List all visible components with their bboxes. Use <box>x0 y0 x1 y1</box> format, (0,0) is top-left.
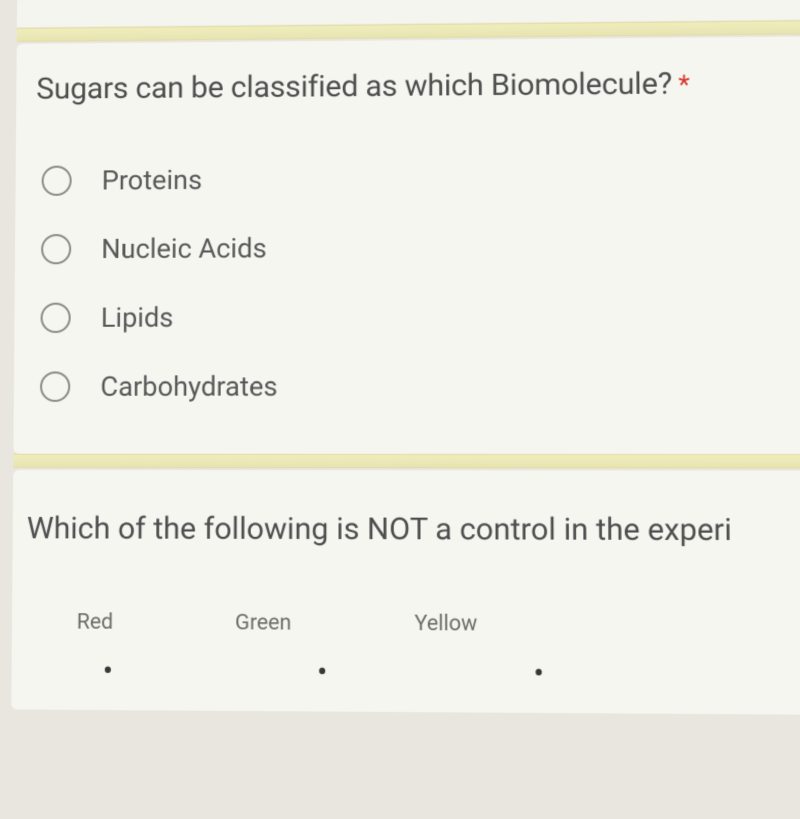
question-text: Sugars can be classified as which Biomol… <box>36 66 672 107</box>
card-separator <box>13 454 800 469</box>
option-label: Carbohydrates <box>100 370 277 403</box>
form-page: Sugars can be classified as which Biomol… <box>0 0 800 715</box>
question-card-2: Which of the following is NOT a control … <box>11 470 800 715</box>
radio-icon[interactable] <box>40 303 70 333</box>
option-proteins[interactable]: Proteins <box>42 160 800 197</box>
grid-header-green: Green <box>235 611 291 636</box>
tick-icon: • <box>317 665 327 681</box>
radio-icon[interactable] <box>41 234 71 264</box>
question-text: Which of the following is NOT a control … <box>27 511 800 549</box>
radio-icon[interactable] <box>42 166 72 196</box>
option-label: Lipids <box>101 301 174 334</box>
grid-header-red: Red <box>77 610 114 635</box>
grid-header-yellow: Yellow <box>414 612 477 637</box>
grid-header-row: Red Green Yellow <box>77 610 800 638</box>
radio-icon[interactable] <box>40 371 70 401</box>
option-carbohydrates[interactable]: Carbohydrates <box>40 369 800 403</box>
tick-icon: • <box>534 666 545 682</box>
tick-icon: • <box>103 664 113 680</box>
option-nucleic-acids[interactable]: Nucleic Acids <box>41 229 800 265</box>
question-title-row: Sugars can be classified as which Biomol… <box>36 65 800 107</box>
question-card-1: Sugars can be classified as which Biomol… <box>13 36 800 454</box>
option-lipids[interactable]: Lipids <box>40 299 800 334</box>
grid-row-marks: • • • <box>103 664 800 684</box>
required-asterisk: * <box>678 70 690 101</box>
option-label: Nucleic Acids <box>101 232 267 265</box>
option-label: Proteins <box>102 164 203 197</box>
